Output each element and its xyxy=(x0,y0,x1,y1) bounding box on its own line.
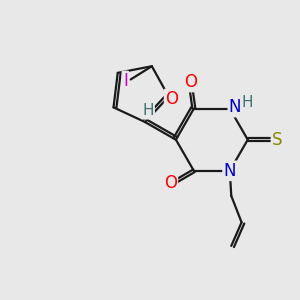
Text: I: I xyxy=(123,72,128,90)
Text: S: S xyxy=(272,131,283,149)
Text: H: H xyxy=(142,103,154,118)
Text: O: O xyxy=(165,90,178,108)
Text: O: O xyxy=(164,174,177,192)
Text: H: H xyxy=(242,94,253,110)
Text: O: O xyxy=(184,73,197,91)
Text: N: N xyxy=(224,162,236,180)
Text: N: N xyxy=(229,98,241,116)
